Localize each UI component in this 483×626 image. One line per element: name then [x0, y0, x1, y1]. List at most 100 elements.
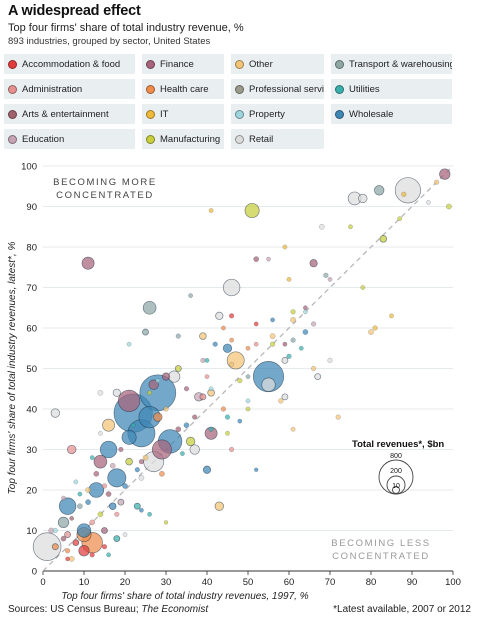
- x-tick-label: 50: [243, 577, 254, 588]
- data-point: [77, 503, 83, 509]
- data-point: [97, 390, 104, 396]
- data-point: [270, 317, 275, 323]
- data-point: [142, 328, 149, 336]
- legend-swatch: [235, 84, 244, 94]
- footnote: *Latest available, 2007 or 2012: [333, 604, 471, 615]
- data-point: [397, 216, 403, 221]
- data-point: [270, 341, 276, 347]
- data-point: [229, 313, 235, 319]
- data-point: [77, 491, 83, 497]
- data-point: [73, 479, 79, 485]
- y-tick-label: 30: [26, 445, 37, 456]
- data-point: [368, 329, 374, 335]
- legend-item-transport-warehousing: Transport & warehousing: [331, 54, 452, 74]
- data-point: [138, 459, 144, 465]
- data-point: [426, 200, 431, 205]
- legend-swatch: [8, 134, 17, 144]
- legend-swatch: [146, 134, 155, 144]
- x-tick-label: 100: [445, 577, 461, 588]
- legend-item-finance: Finance: [142, 54, 224, 74]
- size-legend-title: Total revenues*, $bn: [352, 439, 444, 450]
- data-point: [389, 313, 394, 319]
- data-point: [360, 285, 366, 290]
- data-point: [434, 179, 440, 185]
- legend-swatch: [335, 59, 344, 69]
- data-point: [67, 444, 77, 455]
- data-point: [102, 418, 116, 432]
- data-point: [309, 259, 318, 268]
- legend-swatch: [146, 59, 155, 69]
- data-point: [229, 446, 235, 453]
- x-tick-label: 20: [120, 577, 131, 588]
- legend-swatch: [235, 59, 244, 69]
- data-point: [142, 300, 157, 315]
- data-point: [98, 430, 103, 436]
- data-point: [89, 552, 95, 558]
- size-legend-label-10: 10: [392, 483, 400, 490]
- data-point: [106, 552, 111, 558]
- data-point: [72, 539, 80, 547]
- data-point: [174, 365, 182, 372]
- legend-label: Wholesale: [349, 108, 394, 120]
- y-tick-label: 70: [26, 283, 37, 294]
- legend-item-arts-entertainment: Arts & entertainment: [4, 104, 135, 124]
- annotation-more-line2: CONCENTRATED: [56, 190, 154, 201]
- data-point: [61, 495, 66, 501]
- data-point: [237, 418, 243, 424]
- data-point: [134, 467, 140, 473]
- data-point: [89, 519, 95, 526]
- legend-swatch: [146, 109, 155, 119]
- data-point: [199, 332, 207, 340]
- data-point: [151, 439, 172, 460]
- equality-line: [42, 165, 454, 572]
- data-point: [189, 444, 200, 455]
- data-point: [379, 235, 388, 243]
- legend-item-retail: Retail: [231, 129, 324, 149]
- data-point: [159, 471, 165, 477]
- x-tick-label: 90: [407, 577, 418, 588]
- data-point: [281, 393, 289, 401]
- legend-swatch: [235, 109, 244, 119]
- legend-item-manufacturing: Manufacturing: [142, 129, 224, 149]
- data-point: [57, 516, 70, 529]
- data-point: [226, 351, 245, 370]
- data-point: [208, 386, 214, 392]
- legend-label: Property: [249, 108, 285, 120]
- data-point: [65, 548, 71, 554]
- data-point: [200, 357, 206, 363]
- data-point: [245, 398, 251, 404]
- data-point: [76, 523, 92, 538]
- data-point: [253, 341, 259, 347]
- source-publication: The Economist: [141, 604, 209, 615]
- legend-label: IT: [160, 108, 169, 120]
- legend-item-utilities: Utilities: [331, 79, 452, 99]
- data-point: [220, 406, 226, 412]
- y-tick-label: 100: [21, 162, 37, 173]
- data-point: [185, 436, 196, 447]
- data-point: [311, 365, 317, 372]
- data-point: [180, 451, 185, 456]
- y-tick-label: 80: [26, 243, 37, 254]
- legend-item-wholesale: Wholesale: [331, 104, 452, 124]
- legend-item-education: Education: [4, 129, 135, 149]
- data-point: [108, 502, 117, 510]
- data-point: [89, 455, 95, 460]
- legend-label: Professional services: [249, 83, 324, 95]
- data-point: [109, 462, 116, 469]
- data-point: [221, 325, 226, 331]
- data-point: [311, 321, 317, 327]
- chart-note: 893 industries, grouped by sector, Unite…: [8, 36, 211, 47]
- data-point: [327, 357, 333, 363]
- data-point: [302, 329, 309, 335]
- data-point: [314, 373, 322, 380]
- x-tick-label: 0: [40, 577, 45, 588]
- y-tick-label: 10: [26, 526, 37, 537]
- data-points: [32, 168, 452, 562]
- data-point: [278, 398, 284, 404]
- data-point: [286, 353, 292, 359]
- y-tick-label: 0: [32, 567, 37, 578]
- data-point: [153, 412, 163, 422]
- data-point: [65, 556, 70, 562]
- legend-label: Health care: [160, 83, 209, 95]
- legend-label: Other: [249, 58, 273, 70]
